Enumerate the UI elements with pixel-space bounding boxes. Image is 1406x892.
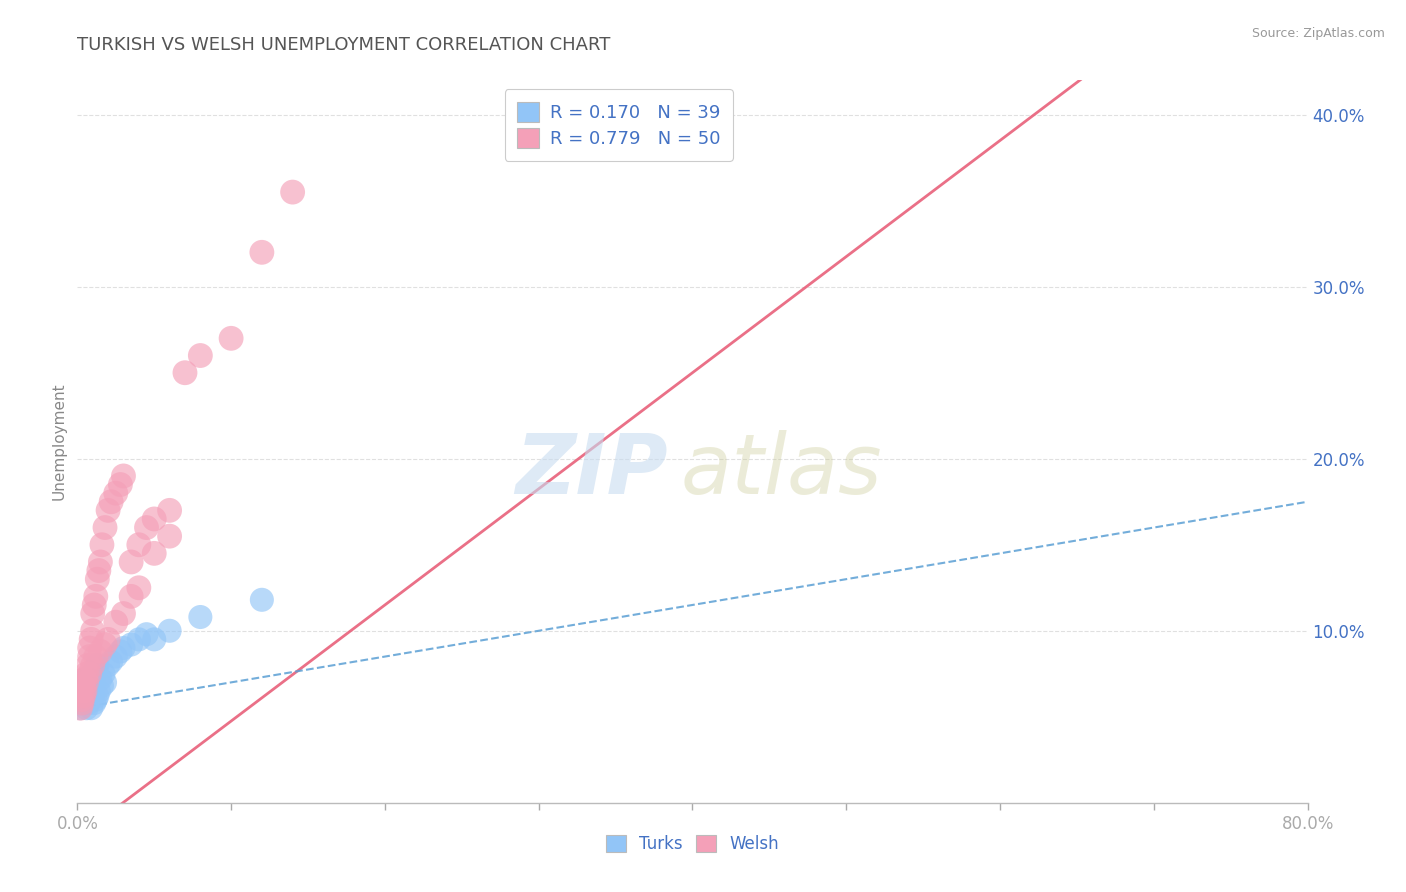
Point [87,564,110,578]
Point [93,666,115,681]
Point [97,632,120,647]
Point [84,590,107,604]
Text: TURKISH VS WELSH UNEMPLOYMENT CORRELATION CHART: TURKISH VS WELSH UNEMPLOYMENT CORRELATIO… [77,36,610,54]
Point [135,520,157,534]
Point [89,672,111,686]
Point [73,679,96,693]
Point [69,701,91,715]
Point [82,607,104,621]
Point [73,672,96,686]
Point [94,675,117,690]
Point [82,658,104,673]
Point [84,649,107,664]
Point [79,689,101,703]
Point [159,503,181,517]
Point [143,632,166,647]
Point [79,666,101,681]
Point [86,689,108,703]
Point [143,512,166,526]
Point [188,349,212,363]
Point [73,684,96,698]
Point [72,679,94,693]
Point [135,627,157,641]
Point [70,692,93,706]
Y-axis label: Unemployment: Unemployment [51,383,66,500]
Point [97,503,120,517]
Point [112,607,135,621]
Point [82,624,104,638]
Point [90,538,114,552]
Point [94,520,117,534]
Point [188,610,212,624]
Point [112,469,135,483]
Point [84,692,107,706]
Legend: Turks, Welsh: Turks, Welsh [599,828,786,860]
Point [174,366,197,380]
Point [159,529,181,543]
Point [110,477,132,491]
Point [281,185,304,199]
Point [87,684,110,698]
Point [128,632,150,647]
Point [89,644,111,658]
Point [77,658,100,673]
Point [79,640,101,655]
Point [76,666,98,681]
Point [80,701,103,715]
Point [70,696,93,710]
Point [104,615,127,630]
Point [77,684,100,698]
Text: ZIP: ZIP [515,430,668,511]
Point [97,658,120,673]
Point [143,546,166,560]
Point [76,675,98,690]
Point [79,675,101,690]
Point [86,658,108,673]
Point [100,655,122,669]
Point [72,684,94,698]
Point [84,662,107,676]
Text: atlas: atlas [681,430,882,511]
Point [83,672,105,686]
Point [79,649,101,664]
Point [83,696,105,710]
Point [82,666,104,681]
Point [80,679,103,693]
Point [76,701,98,715]
Point [104,486,127,500]
Point [82,689,104,703]
Point [76,672,98,686]
Point [70,692,93,706]
Point [89,555,111,569]
Point [86,572,108,586]
Point [73,692,96,706]
Point [104,649,127,664]
Point [112,640,135,655]
Point [100,494,122,508]
Point [80,632,103,647]
Point [94,638,117,652]
Point [120,590,142,604]
Point [120,638,142,652]
Point [159,624,181,638]
Text: Source: ZipAtlas.com: Source: ZipAtlas.com [1251,27,1385,40]
Point [69,701,91,715]
Point [219,331,242,345]
Point [72,696,94,710]
Point [128,538,150,552]
Point [120,555,142,569]
Point [72,689,94,703]
Point [90,679,114,693]
Point [77,696,100,710]
Point [83,598,105,612]
Point [250,592,273,607]
Point [128,581,150,595]
Point [250,245,273,260]
Point [110,644,132,658]
Point [72,684,94,698]
